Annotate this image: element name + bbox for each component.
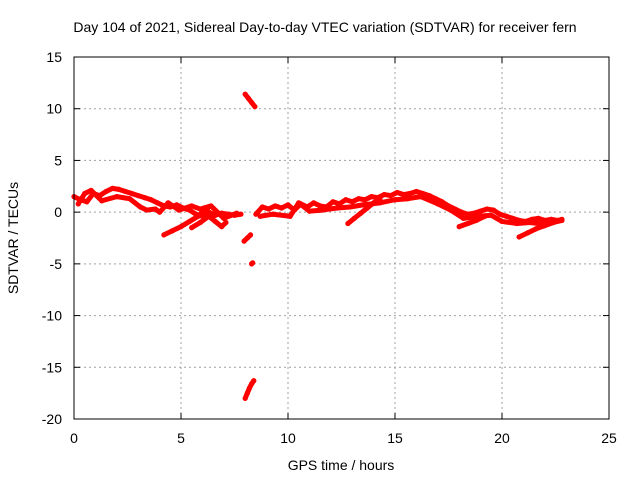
y-tick-label: -20 bbox=[42, 411, 62, 427]
data-point bbox=[206, 204, 212, 210]
series-descending-arc-2 bbox=[189, 213, 229, 231]
data-points bbox=[71, 91, 565, 401]
data-point bbox=[247, 232, 254, 238]
y-tick-label: 5 bbox=[54, 152, 62, 168]
data-point bbox=[234, 210, 240, 216]
data-point bbox=[250, 260, 256, 266]
y-tick-label: 10 bbox=[46, 101, 62, 117]
x-tick-label: 15 bbox=[387, 430, 403, 446]
series-main-track-spread bbox=[75, 187, 240, 221]
data-point bbox=[251, 378, 257, 384]
series-descending-arc-4 bbox=[456, 213, 488, 230]
series-isolated-point bbox=[249, 260, 256, 267]
x-axis-label: GPS time / hours bbox=[288, 457, 395, 473]
x-tick-label: 5 bbox=[177, 430, 185, 446]
series-isolated-arc-high bbox=[242, 91, 258, 110]
data-point bbox=[482, 213, 488, 219]
plot-frame bbox=[73, 56, 610, 420]
x-tick-label: 20 bbox=[494, 430, 510, 446]
series-isolated-arc-mid bbox=[241, 232, 254, 244]
series-descending-arc-3 bbox=[345, 196, 383, 227]
grid bbox=[74, 57, 609, 419]
series-descending-arc-5 bbox=[516, 217, 565, 240]
chart-title: Day 104 of 2021, Sidereal Day-to-day VTE… bbox=[73, 19, 576, 35]
series-descending-arc-1 bbox=[161, 204, 212, 238]
x-tick-label: 25 bbox=[601, 430, 617, 446]
y-axis-label: SDTVAR / TECUs bbox=[5, 182, 21, 294]
data-segment bbox=[208, 203, 227, 221]
x-tick-label: 0 bbox=[70, 430, 78, 446]
data-segment bbox=[287, 200, 302, 219]
y-tick-label: -5 bbox=[50, 256, 63, 272]
y-tick-label: -15 bbox=[42, 359, 62, 375]
data-point bbox=[252, 104, 258, 110]
data-point bbox=[559, 217, 565, 224]
data-segment bbox=[270, 211, 293, 219]
data-point bbox=[223, 219, 229, 226]
axis-ticks: 0 5 10 15 20 25 -20 -15 -10 -5 0 5 10 15 bbox=[42, 49, 617, 446]
series-main-track-2-spread bbox=[257, 194, 550, 228]
x-tick-label: 10 bbox=[280, 430, 296, 446]
data-point bbox=[377, 196, 383, 202]
series-isolated-arc-low bbox=[242, 378, 257, 401]
y-tick-label: 0 bbox=[54, 204, 62, 220]
data-point bbox=[238, 211, 244, 217]
y-tick-label: 15 bbox=[46, 49, 62, 65]
data-segment bbox=[418, 194, 441, 207]
y-tick-label: -10 bbox=[42, 308, 62, 324]
